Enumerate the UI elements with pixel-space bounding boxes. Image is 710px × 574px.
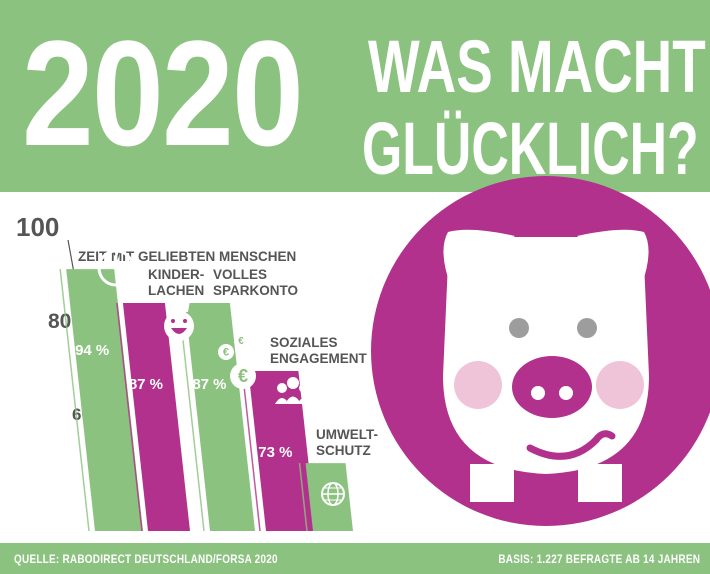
bar-shadow [298, 463, 308, 532]
svg-text:€: € [223, 347, 230, 359]
basis-note: BASIS: 1.227 BEFRAGTE AB 14 JAHREN [498, 552, 700, 566]
bar-value-label: 87 % [192, 376, 226, 393]
bar [184, 303, 255, 531]
laughing-child-icon [164, 292, 194, 341]
category-label: ENGAGEMENT [270, 351, 368, 366]
title-line-2: GLÜCKLICH? [362, 107, 699, 190]
bar-shadow [116, 302, 143, 532]
source-note: QUELLE: RABODIRECT DEUTSCHLAND/FORSA 202… [14, 552, 278, 566]
bar [66, 269, 143, 531]
bar [305, 463, 353, 531]
bar-shadow [241, 370, 261, 532]
bar-value-label: 94 % [75, 342, 109, 359]
y-tick-label: 100 [16, 212, 59, 242]
bar [122, 303, 190, 531]
header-banner: 2020 WAS MACHT GLÜCKLICH? [0, 0, 710, 192]
bar-value-label: 73 % [258, 444, 292, 461]
svg-text:€: € [238, 336, 244, 347]
category-label: KINDER- [148, 267, 204, 282]
bar-shadow [59, 269, 90, 532]
bar [248, 370, 316, 531]
category-label: SPARKONTO [213, 283, 298, 298]
bar-shadow [178, 302, 205, 532]
people-group-icon [275, 377, 311, 404]
category-label: SCHUTZ [316, 443, 371, 458]
svg-text:€: € [238, 366, 248, 386]
category-label: UMWELT- [316, 427, 378, 442]
category-label: SOZIALES [270, 335, 338, 350]
piggy-bank-icon [371, 176, 710, 526]
year-heading: 2020 [22, 9, 304, 177]
bar-icons: € € € [97, 249, 345, 506]
bar-value-label: 87 % [129, 376, 163, 393]
euro-coins-icon: € € € [218, 334, 256, 389]
category-label: LACHEN [148, 283, 204, 298]
globe-icon [321, 482, 345, 506]
y-tick-label: 80 [48, 310, 71, 333]
category-label: VOLLES [213, 267, 267, 282]
clock-icon [97, 249, 135, 287]
footer-bar: QUELLE: RABODIRECT DEUTSCHLAND/FORSA 202… [0, 543, 710, 574]
title-line-1: WAS MACHT [368, 25, 706, 108]
